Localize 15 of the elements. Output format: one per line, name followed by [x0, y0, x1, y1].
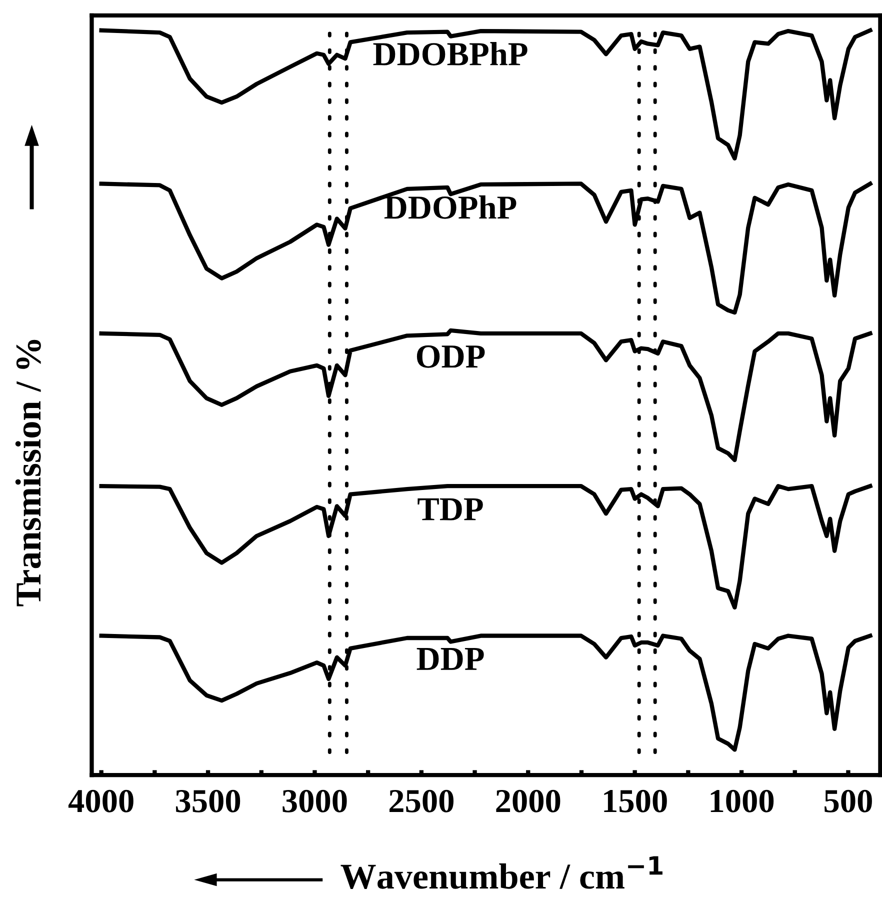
series-label: ODP	[416, 345, 485, 368]
x-axis-title: Wavenumber / cm$^{−1}$	[340, 856, 662, 890]
x-tick-label: 4000	[68, 790, 134, 812]
x-tick-label: 1500	[604, 790, 667, 812]
x-tick-label: 3500	[176, 790, 240, 812]
y-axis-title: Transmission / %	[15, 340, 41, 606]
series-label: DDOPhP	[384, 195, 516, 219]
x-tick-label: 1000	[710, 790, 774, 812]
x-tick-label: 2500	[389, 790, 454, 812]
x-tick-label: 3000	[282, 790, 347, 812]
x-tick-label: 2000	[496, 790, 560, 812]
series-label: DDOBPhP	[373, 42, 528, 66]
x-tick-label: 500	[824, 790, 872, 812]
series-label: DDP	[416, 648, 484, 670]
series-label: TDP	[418, 498, 483, 520]
